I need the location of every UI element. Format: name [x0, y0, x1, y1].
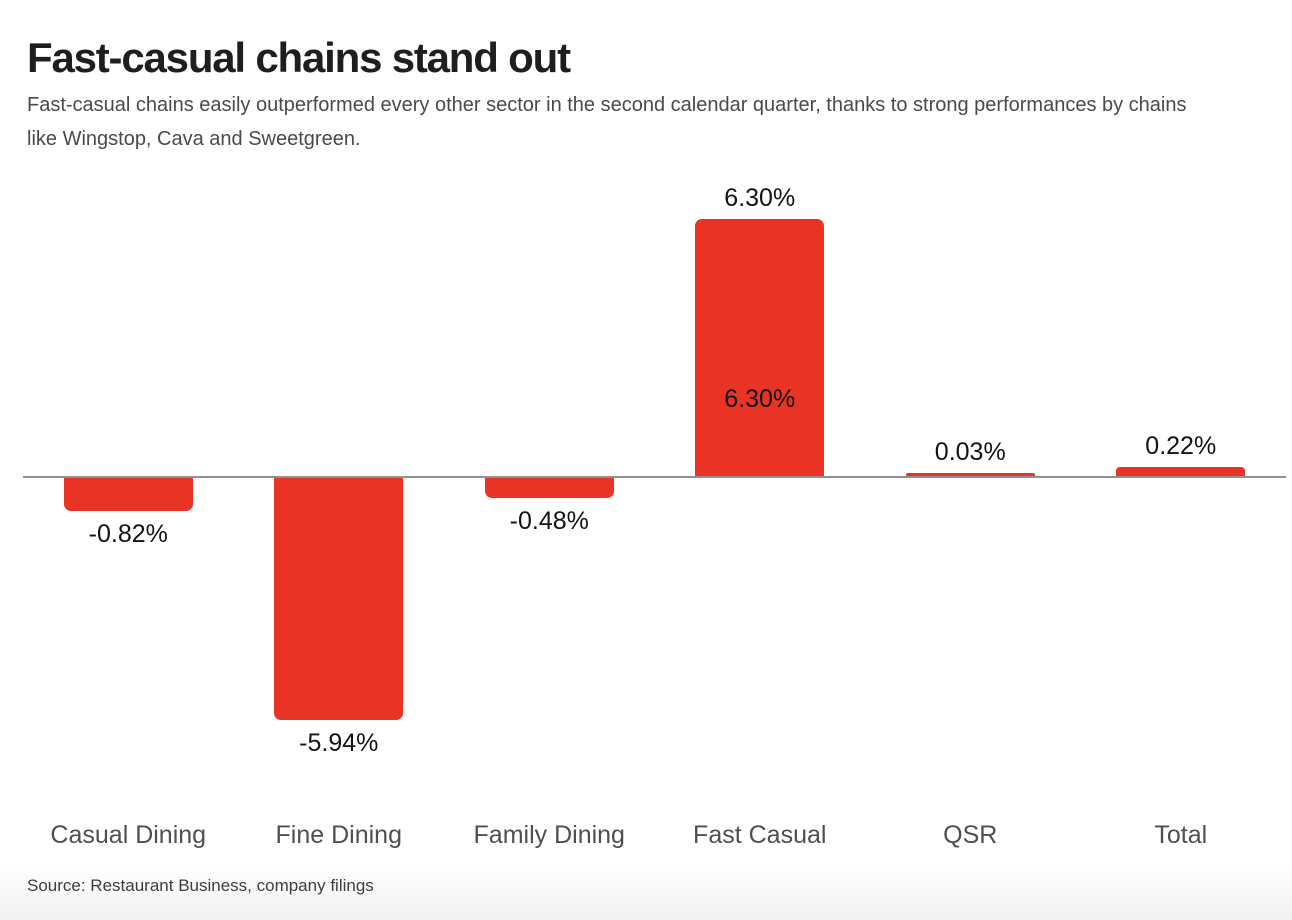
category-label-fine-dining: Fine Dining [275, 821, 402, 849]
value-label-family-dining: -0.48% [509, 507, 589, 535]
value-label-fast-casual: 6.30% [724, 184, 796, 212]
category-label-family-dining: Family Dining [473, 821, 625, 849]
category-label-fast-casual: Fast Casual [693, 821, 827, 849]
chart-column-fine-dining: -5.94% Fine Dining [234, 170, 445, 860]
source-note: Source: Restaurant Business, company fil… [27, 876, 374, 895]
bar-fine-dining[interactable] [274, 478, 404, 720]
bar-casual-dining[interactable] [63, 478, 193, 511]
category-label-total: Total [1154, 821, 1208, 849]
chart-column-qsr: 0.03% QSR [865, 170, 1076, 860]
bar-chart: -0.82% Casual Dining -5.94% Fine Dining -0.4… [23, 170, 1286, 860]
page-title: Fast-casual chains stand out [27, 34, 571, 81]
category-label-casual-dining: Casual Dining [50, 821, 207, 849]
category-label-qsr: QSR [943, 821, 998, 849]
chart-column-total: 0.22% Total [1076, 170, 1287, 860]
bar-total[interactable] [1116, 467, 1246, 476]
value-label-casual-dining: -0.82% [88, 520, 168, 548]
chart-column-fast-casual: 6.30% Fast Casual [655, 170, 866, 860]
bar-qsr[interactable] [905, 473, 1035, 476]
bar-family-dining[interactable] [484, 478, 614, 498]
chart-column-family-dining: -0.48% Family Dining [444, 170, 655, 860]
bar-fast-casual[interactable] [695, 219, 825, 476]
value-label-fine-dining: -5.94% [299, 729, 379, 757]
chart-column-casual-dining: -0.82% Casual Dining [23, 170, 234, 860]
page-subtitle: Fast-casual chains easily outperformed e… [27, 94, 1187, 150]
value-label-qsr: 0.03% [934, 438, 1006, 466]
x-axis-baseline [23, 476, 1286, 478]
value-label-total: 0.22% [1145, 432, 1217, 460]
bar-inner-label-fast-casual: 6.30% [724, 385, 796, 413]
